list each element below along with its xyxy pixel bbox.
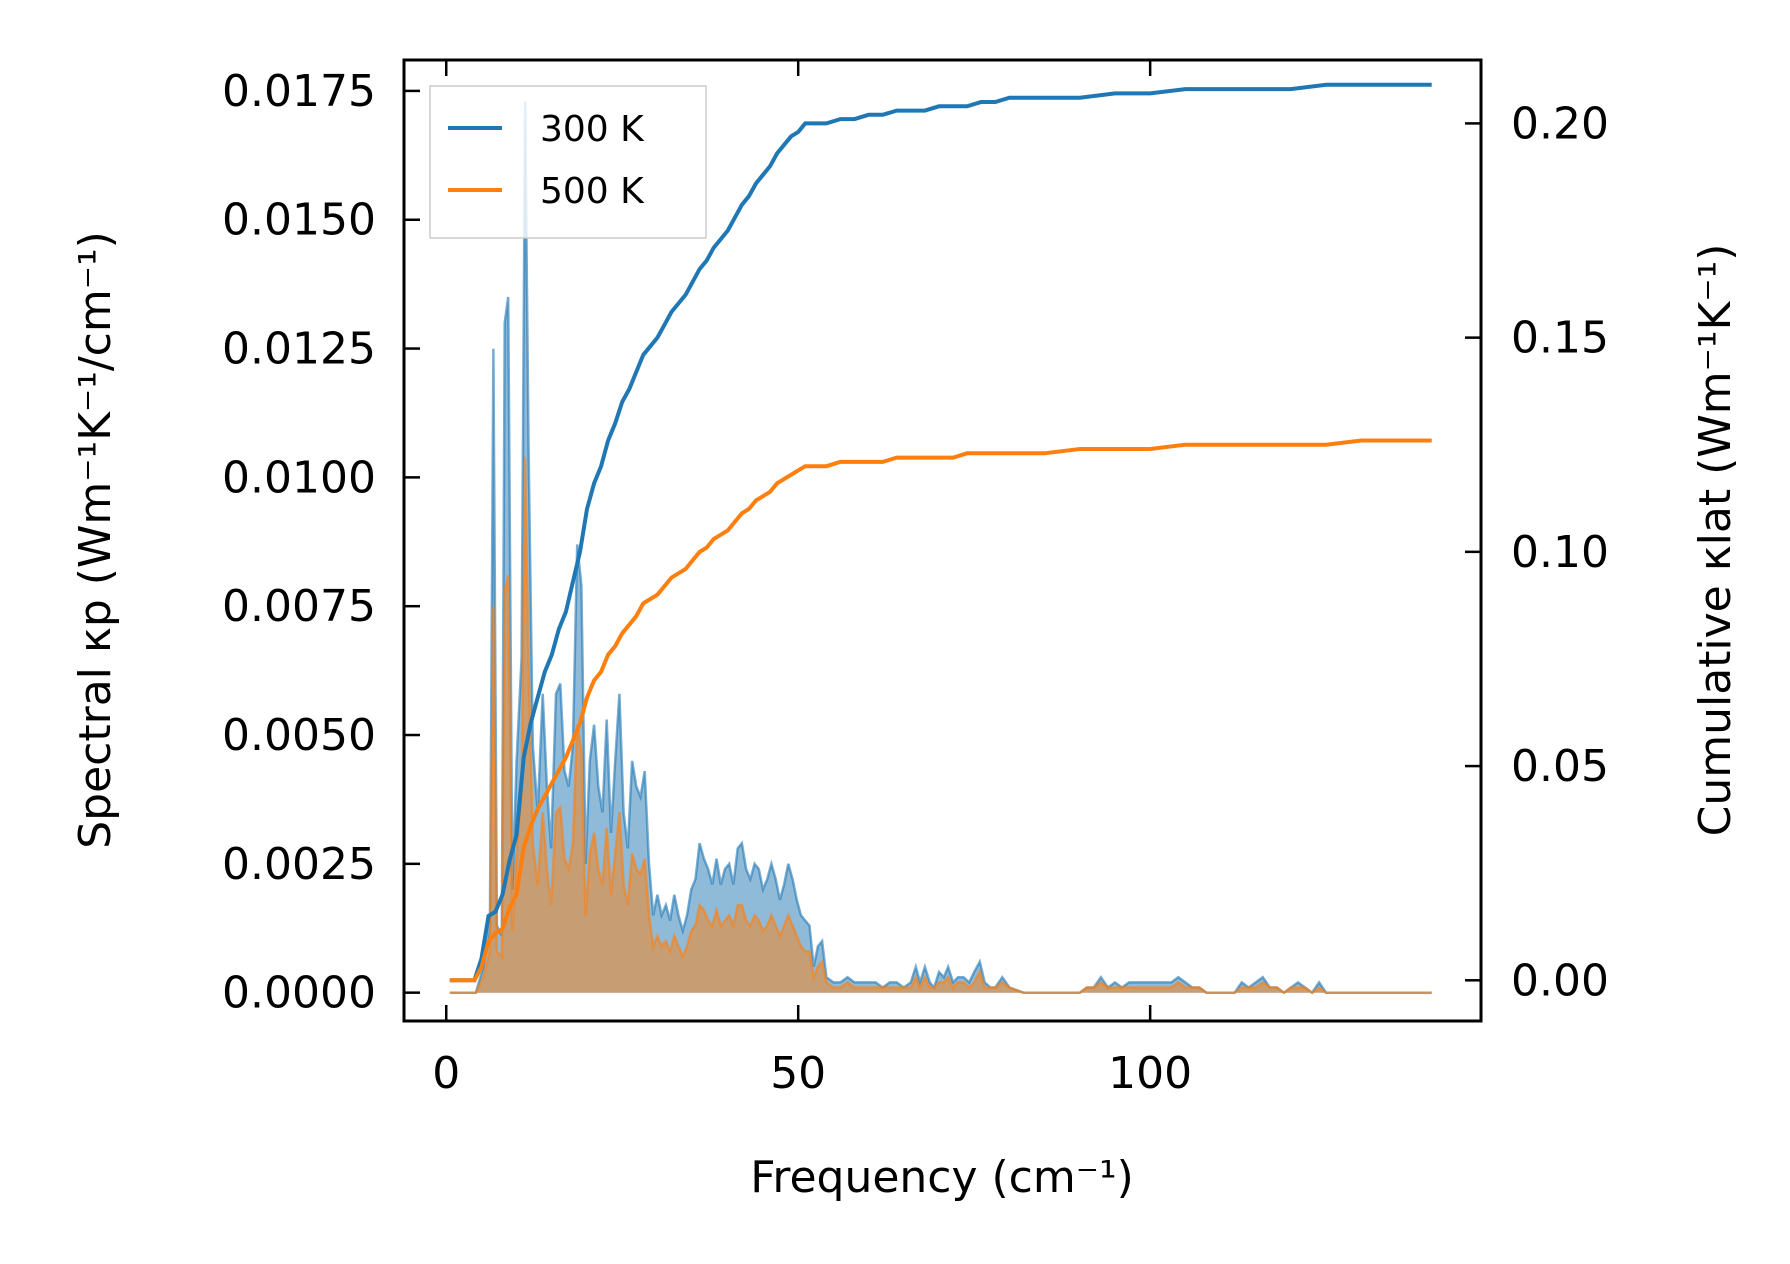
x-tick-label: 100 bbox=[1108, 1048, 1192, 1099]
x-tick-label: 50 bbox=[770, 1048, 826, 1099]
legend-box bbox=[429, 85, 707, 239]
x-tick-label: 0 bbox=[432, 1048, 460, 1099]
y-tick-label-left: 0.0000 bbox=[222, 968, 376, 1019]
y-tick-label-right: 0.10 bbox=[1511, 527, 1609, 578]
legend-label-300k: 300 K bbox=[540, 109, 645, 150]
plot-frame bbox=[402, 58, 1483, 1023]
y-axis-left-label: Spectral κp (Wm⁻¹K⁻¹/cm⁻¹) bbox=[70, 231, 121, 849]
spectral-line-500k bbox=[449, 456, 1432, 995]
y-tick-label-right: 0.00 bbox=[1511, 955, 1609, 1006]
y-tick-label-left: 0.0025 bbox=[222, 839, 376, 890]
y-tick-label-left: 0.0125 bbox=[222, 324, 376, 375]
y-tick-label-right: 0.15 bbox=[1511, 313, 1609, 364]
cumulative-line-500k bbox=[449, 438, 1432, 983]
cumulative-line-300k bbox=[449, 82, 1432, 983]
y-axis-right-label: Cumulative κlat (Wm⁻¹K⁻¹) bbox=[1690, 244, 1741, 837]
axis-ticks bbox=[404, 60, 1481, 1021]
axis-tick-labels: 0 50 100 0.0000 0.0025 0.0050 0.0075 0.0100 0.01… bbox=[222, 66, 1609, 1099]
cumulative-lines bbox=[449, 82, 1432, 983]
y-tick-label-left: 0.0175 bbox=[222, 66, 376, 117]
y-tick-label-left: 0.0150 bbox=[222, 195, 376, 246]
spectral-line-300k bbox=[449, 101, 1432, 995]
y-tick-label-left: 0.0100 bbox=[222, 452, 376, 503]
legend-label-500k: 500 K bbox=[540, 171, 645, 212]
y-tick-label-right: 0.20 bbox=[1511, 98, 1609, 149]
legend: 300 K 500 K bbox=[429, 85, 707, 239]
x-axis-label: Frequency (cm⁻¹) bbox=[750, 1152, 1134, 1203]
y-tick-label-left: 0.0075 bbox=[222, 581, 376, 632]
y-tick-label-right: 0.05 bbox=[1511, 741, 1609, 792]
spectral-area-500k bbox=[449, 456, 1432, 993]
y-tick-label-left: 0.0050 bbox=[222, 710, 376, 761]
spectral-fills bbox=[449, 101, 1432, 995]
